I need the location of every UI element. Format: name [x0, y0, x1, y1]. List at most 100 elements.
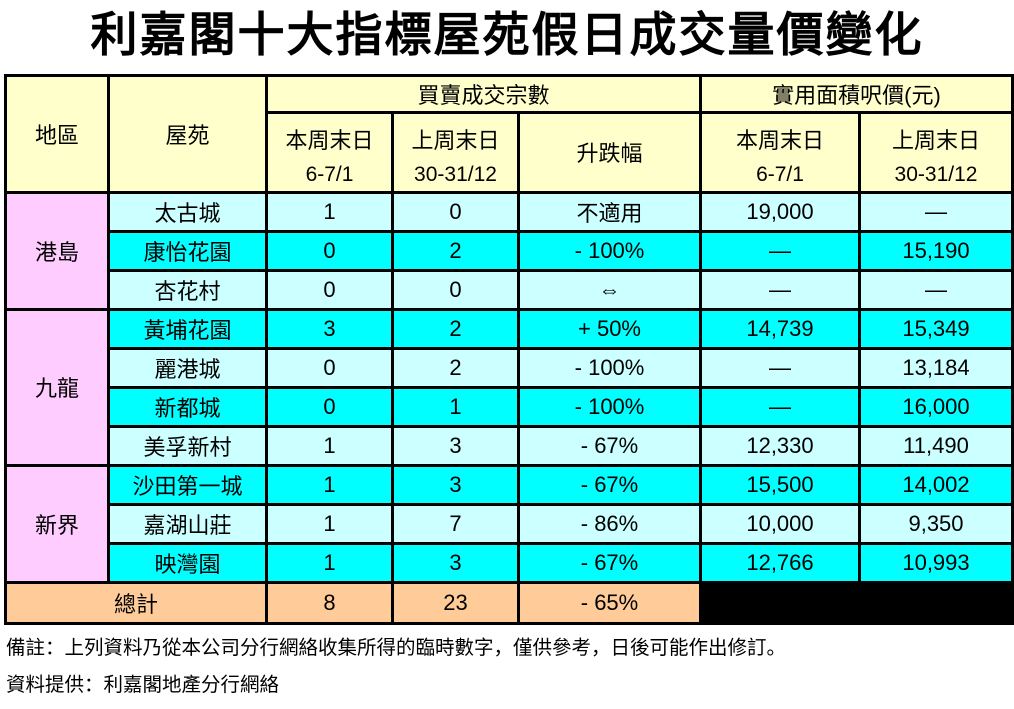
- header-estate: 屋苑: [107, 73, 268, 194]
- tx-this-week: 1: [265, 190, 394, 233]
- header-price-last-week: 上周末日 30-31/12: [858, 110, 1014, 194]
- header-row-groups: 地區 屋苑 買賣成交宗數 實用面積呎價(元): [4, 73, 1014, 194]
- tx-last-week: 3: [391, 424, 520, 467]
- tx-this-week: 3: [265, 307, 394, 350]
- table-row: 麗港城 0 2 - 100% — 13,184: [6, 346, 1014, 389]
- last-week-date: 30-31/12: [894, 163, 978, 187]
- estate-name: 美孚新村: [107, 424, 268, 467]
- this-week-date: 6-7/1: [305, 163, 354, 187]
- price-last-week: 15,349: [858, 307, 1014, 350]
- tx-this-week: 0: [265, 385, 394, 428]
- table-row: 新都城 0 1 - 100% — 16,000: [6, 385, 1014, 428]
- price-this-week: —: [699, 229, 861, 272]
- price-this-week: 19,000: [699, 190, 861, 233]
- estate-name: 黃埔花園: [107, 307, 268, 350]
- change-pct: - 67%: [517, 424, 702, 467]
- page-title: 利嘉閣十大指標屋苑假日成交量價變化: [90, 8, 924, 61]
- change-pct: - 100%: [517, 229, 702, 272]
- header-tx-last-week: 上周末日 30-31/12: [391, 110, 520, 194]
- total-tx-this-week: 8: [265, 580, 394, 625]
- table-row: 美孚新村 1 3 - 67% 12,330 11,490: [6, 424, 1014, 467]
- header-region: 地區: [4, 73, 110, 194]
- region-label: 港島: [4, 190, 110, 311]
- tx-this-week: 1: [265, 463, 394, 506]
- header-price-this-week: 本周末日 6-7/1: [699, 110, 861, 194]
- this-week-label: 本周末日: [735, 128, 824, 154]
- tx-this-week: 1: [265, 502, 394, 545]
- tx-this-week: 0: [265, 268, 394, 311]
- price-this-week: —: [699, 268, 861, 311]
- price-this-week: 14,739: [699, 307, 861, 350]
- total-price-blank-block: [699, 580, 1014, 625]
- region-label: 九龍: [4, 307, 110, 467]
- price-this-week: 15,500: [699, 463, 861, 506]
- table-row: 港島 太古城 1 0 不適用 19,000 —: [4, 190, 1014, 311]
- price-this-week: 12,766: [699, 541, 861, 584]
- price-this-week: 10,000: [699, 502, 861, 545]
- price-last-week: 16,000: [858, 385, 1014, 428]
- price-last-week: 9,350: [858, 502, 1014, 545]
- total-label: 總計: [4, 580, 268, 625]
- this-week-date: 6-7/1: [756, 163, 804, 187]
- change-pct: - 100%: [517, 385, 702, 428]
- estate-name: 映灣園: [107, 541, 268, 584]
- change-pct: 不適用: [517, 190, 702, 233]
- price-last-week: 15,190: [858, 229, 1014, 272]
- header-change: 升跌幅: [517, 110, 702, 194]
- table-row: 映灣園 1 3 - 67% 12,766 10,993: [6, 541, 1014, 584]
- header-transactions-group: 買賣成交宗數: [265, 73, 702, 114]
- tx-this-week: 1: [265, 424, 394, 467]
- tx-last-week: 2: [391, 346, 520, 389]
- this-week-label: 本周末日: [285, 128, 374, 154]
- table-row: 杏花村 0 0 ⇔ — —: [6, 268, 1014, 311]
- total-change-pct: - 65%: [517, 580, 702, 625]
- estate-name: 嘉湖山莊: [107, 502, 268, 545]
- tx-this-week: 1: [265, 541, 394, 584]
- estate-name: 沙田第一城: [107, 463, 268, 506]
- price-last-week: 14,002: [858, 463, 1014, 506]
- table-row: 新界 沙田第一城 1 3 - 67% 15,500 14,002: [4, 463, 1014, 584]
- tx-last-week: 0: [391, 268, 520, 311]
- price-last-week: —: [858, 190, 1014, 233]
- tx-last-week: 3: [391, 541, 520, 584]
- note-line: 備註：上列資料乃從本公司分行網絡收集所得的臨時數字，僅供參考，日後可能作出修訂。: [6, 636, 787, 659]
- change-pct: + 50%: [517, 307, 702, 350]
- change-pct: - 67%: [517, 541, 702, 584]
- total-tx-last-week: 23: [391, 580, 520, 625]
- total-row: 總計 8 23 - 65%: [4, 580, 1014, 625]
- footnotes: 備註：上列資料乃從本公司分行網絡收集所得的臨時數字，僅供參考，日後可能作出修訂。…: [6, 636, 1014, 697]
- tx-last-week: 2: [391, 229, 520, 272]
- price-last-week: 10,993: [858, 541, 1014, 584]
- price-last-week: 11,490: [858, 424, 1014, 467]
- estate-name: 太古城: [107, 190, 268, 233]
- tx-last-week: 0: [391, 190, 520, 233]
- data-table: 地區 屋苑 買賣成交宗數 實用面積呎價(元) 本周末日 6-7/1 上周末日 3…: [4, 73, 1014, 625]
- header-tx-this-week: 本周末日 6-7/1: [265, 110, 394, 194]
- tx-last-week: 7: [391, 502, 520, 545]
- tx-last-week: 1: [391, 385, 520, 428]
- table-row: 嘉湖山莊 1 7 - 86% 10,000 9,350: [6, 502, 1014, 545]
- price-this-week: —: [699, 385, 861, 428]
- tx-this-week: 0: [265, 229, 394, 272]
- estate-name: 康怡花園: [107, 229, 268, 272]
- tx-last-week: 3: [391, 463, 520, 506]
- change-pct: - 86%: [517, 502, 702, 545]
- source-line: 資料提供：利嘉閣地產分行網絡: [6, 674, 280, 697]
- region-label: 新界: [4, 463, 110, 584]
- change-pct: - 100%: [517, 346, 702, 389]
- header-price-group: 實用面積呎價(元): [699, 73, 1014, 114]
- table-row: 九龍 黃埔花園 3 2 + 50% 14,739 15,349: [4, 307, 1014, 467]
- price-this-week: —: [699, 346, 861, 389]
- price-last-week: 13,184: [858, 346, 1014, 389]
- last-week-date: 30-31/12: [414, 163, 497, 187]
- change-pct: ⇔: [517, 268, 702, 311]
- last-week-label: 上周末日: [891, 128, 980, 154]
- estate-name: 新都城: [107, 385, 268, 428]
- header-row-sub: 本周末日 6-7/1 上周末日 30-31/12 升跌幅 本周末日 6-7/1 …: [6, 110, 1014, 194]
- price-this-week: 12,330: [699, 424, 861, 467]
- table-row: 康怡花園 0 2 - 100% — 15,190: [6, 229, 1014, 272]
- estate-name: 麗港城: [107, 346, 268, 389]
- price-last-week: —: [858, 268, 1014, 311]
- last-week-label: 上周末日: [411, 128, 500, 154]
- estate-name: 杏花村: [107, 268, 268, 311]
